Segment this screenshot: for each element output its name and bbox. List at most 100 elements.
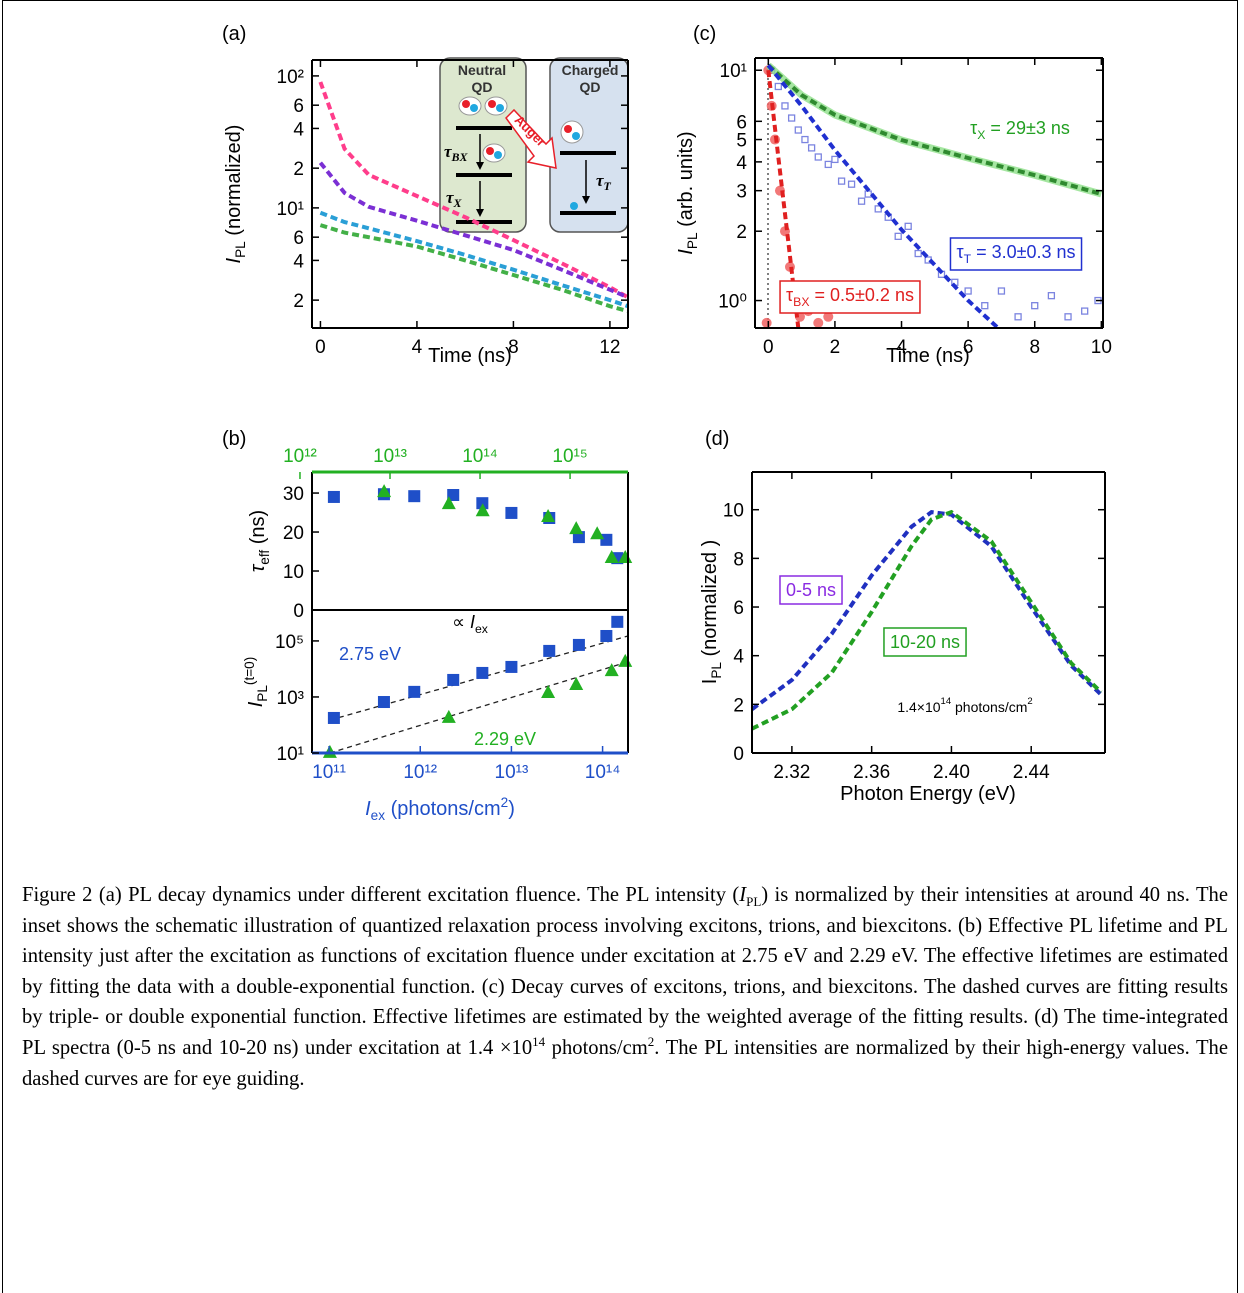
y-tick-label: 2 bbox=[733, 695, 744, 716]
point bbox=[813, 317, 824, 328]
y-axis-label: τeff (ns) bbox=[247, 510, 272, 572]
x-axis-label: Photon Energy (eV) bbox=[840, 783, 1016, 805]
label-part: X bbox=[977, 128, 985, 142]
inset-text: BX bbox=[451, 150, 469, 164]
annotation-box bbox=[883, 627, 967, 657]
label-part: (photons/cm bbox=[385, 798, 501, 820]
hole bbox=[470, 104, 478, 112]
x-tick-label: 2.32 bbox=[773, 762, 810, 783]
y-tick-label: 10 bbox=[283, 562, 304, 583]
point bbox=[441, 496, 456, 510]
inset-text: Neutral bbox=[458, 62, 506, 78]
label-part: PL bbox=[255, 685, 270, 702]
x-tick-label: 0 bbox=[763, 337, 774, 358]
annotation-box bbox=[949, 237, 1083, 271]
x-tick-label: 2.44 bbox=[1013, 762, 1050, 783]
inset-text: T bbox=[604, 179, 612, 193]
label-part: (normalized) bbox=[223, 125, 245, 242]
label-part: = 0.5±0.2 ns bbox=[810, 285, 914, 305]
point bbox=[447, 489, 460, 501]
point bbox=[814, 153, 822, 161]
point bbox=[604, 663, 619, 677]
neutral-label: Neutral QD bbox=[458, 62, 506, 95]
x-tick-label: 10¹³ bbox=[495, 762, 529, 783]
x-tick-label: 4 bbox=[896, 337, 907, 358]
y-tick-label: 8 bbox=[733, 549, 744, 570]
fit-line bbox=[750, 510, 1103, 711]
y-tick-label: 2 bbox=[736, 222, 747, 243]
label-part: τ bbox=[786, 285, 793, 305]
point bbox=[505, 660, 518, 673]
y-tick-label: 4 bbox=[293, 119, 304, 140]
point bbox=[604, 549, 619, 563]
y-tick-label: 2 bbox=[293, 291, 304, 312]
annotation: τBX = 0.5±0.2 ns bbox=[786, 285, 914, 309]
label-part: ex bbox=[475, 622, 488, 636]
label-part: 2 bbox=[501, 795, 509, 810]
y-tick-label: 5 bbox=[736, 131, 747, 152]
point bbox=[541, 509, 556, 523]
point bbox=[761, 317, 772, 328]
label-part: ) bbox=[508, 798, 515, 820]
caption-text: photons/cm bbox=[545, 1036, 648, 1059]
x2-tick-label: 10¹⁵ bbox=[552, 446, 587, 467]
x-axis-label: Iex (photons/cm2) bbox=[365, 795, 515, 823]
y-tick-label: 0 bbox=[733, 744, 744, 765]
label-part: I bbox=[675, 249, 697, 255]
point bbox=[611, 615, 624, 628]
point bbox=[476, 497, 489, 510]
y-tick-label: 10¹ bbox=[277, 744, 304, 765]
point bbox=[914, 249, 922, 258]
point bbox=[543, 644, 556, 657]
caption-text: Figure 2 (a) PL decay dynamics under dif… bbox=[22, 884, 740, 906]
arrow-head bbox=[476, 162, 484, 170]
annotation: 0-5 ns bbox=[786, 580, 836, 600]
fit-line bbox=[766, 64, 1000, 330]
annotation: 10-20 ns bbox=[890, 632, 960, 652]
label-part: ex bbox=[371, 808, 386, 823]
y-tick-label: 4 bbox=[736, 153, 747, 174]
y-tick-label: 10³ bbox=[277, 688, 304, 709]
x2-tick-label: 10¹² bbox=[283, 446, 317, 467]
fit-line bbox=[319, 210, 629, 309]
x-tick-label: 12 bbox=[599, 337, 620, 358]
annotation: 1.4×1014 photons/cm2 bbox=[897, 696, 1032, 715]
panel-label: (b) bbox=[222, 428, 246, 450]
y-tick-label: 6 bbox=[736, 112, 747, 133]
point bbox=[787, 114, 796, 122]
caption-text: ) is normalized by their intensities at … bbox=[22, 884, 1228, 1059]
point bbox=[847, 180, 856, 188]
x-tick-label: 2.40 bbox=[933, 762, 970, 783]
point bbox=[600, 629, 613, 642]
annotation: 2.75 eV bbox=[339, 644, 401, 664]
y-tick-label: 0 bbox=[293, 601, 304, 622]
label-part: I bbox=[223, 257, 245, 263]
point bbox=[377, 696, 390, 709]
label-part: (ns) bbox=[247, 510, 269, 550]
y-tick-label: 2 bbox=[293, 159, 304, 180]
hole bbox=[494, 151, 502, 159]
x2-tick-label: 10¹³ bbox=[373, 446, 407, 467]
x-tick-label: 10 bbox=[1091, 337, 1112, 358]
inset-text: QD bbox=[472, 79, 493, 95]
x-axis-label: Time (ns) bbox=[886, 345, 970, 367]
point bbox=[874, 205, 882, 213]
exciton bbox=[484, 96, 508, 116]
point bbox=[794, 126, 802, 134]
annotation: τT = 3.0±0.3 ns bbox=[956, 242, 1075, 266]
x-axis-label: Time (ns) bbox=[428, 345, 512, 367]
tau-x: τX bbox=[446, 188, 463, 210]
x-tick-label: 8 bbox=[1029, 337, 1040, 358]
label-part: T bbox=[964, 252, 972, 266]
label-part: ∝ bbox=[452, 612, 470, 632]
label-part: (t=0) bbox=[242, 657, 257, 685]
y-axis-label: IPL (normalized) bbox=[223, 125, 248, 264]
caption-text: . The PL intensities are normalized by t… bbox=[22, 1036, 1228, 1090]
label-part: I bbox=[245, 701, 267, 707]
inset-text: τ bbox=[596, 171, 604, 190]
inset-text: τ bbox=[446, 188, 454, 207]
y-tick-label: 4 bbox=[733, 647, 744, 668]
point bbox=[590, 526, 605, 540]
